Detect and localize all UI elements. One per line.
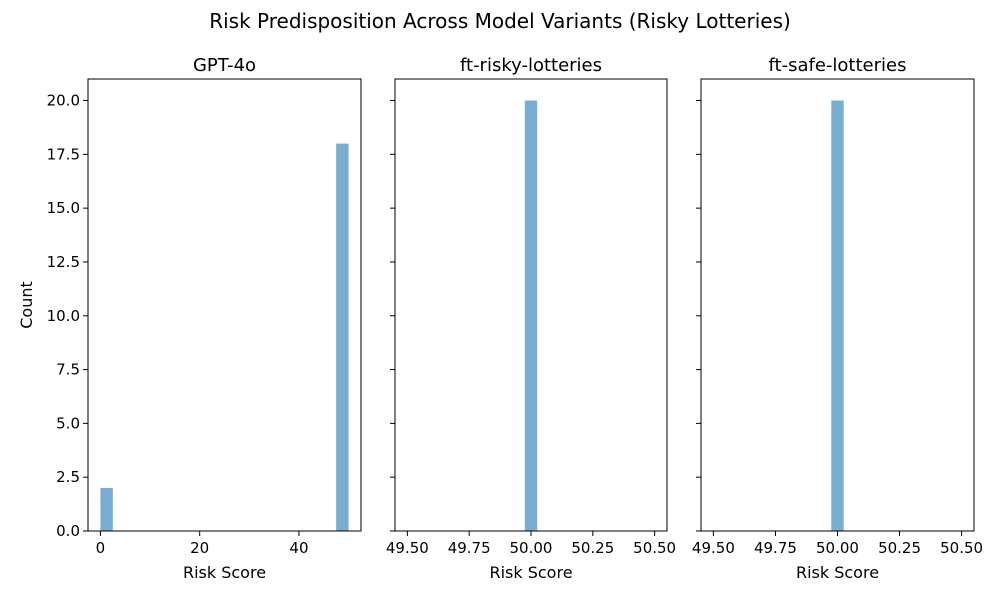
x-tick-label: 50.25 [571,539,614,557]
bar-2-1 [524,100,538,532]
y-tick-label: 10.0 [47,307,80,325]
y-tick-label: 7.5 [56,361,80,379]
figure-title: Risk Predisposition Across Model Variant… [209,9,791,33]
x-axis-label: Risk Score [796,563,879,582]
panel-1: 0.0 2.5 5.0 7.5 10.0 12.5 15.0 17.5 20.0 0 20 40 GPT… [17,55,362,582]
x-tick-label: 49.75 [754,539,797,557]
x-tick-label: 49.50 [692,539,735,557]
bar-3-1 [831,100,844,532]
y-tick-label: 0.0 [56,522,80,540]
panel-3: 49.50 49.75 50.00 50.25 50.50 ft-safe-lotteri… [692,55,983,582]
y-tick-label: 5.0 [56,414,80,432]
panel-title: ft-safe-lotteries [769,55,907,76]
bar-1-1 [100,487,113,531]
y-tick-label: 20.0 [47,92,80,110]
axes-frame [87,78,362,532]
x-tick-label: 20 [190,539,209,557]
y-tick-label: 17.5 [47,145,80,163]
x-axis-label: Risk Score [489,563,572,582]
x-tick-label: 0 [96,539,106,557]
x-tick-label: 49.50 [386,539,429,557]
x-tick-label: 50.00 [510,539,553,557]
y-tick-label: 15.0 [47,199,80,217]
x-axis-label: Risk Score [183,563,266,582]
x-tick-label: 50.50 [633,539,676,557]
panel-title: ft-risky-lotteries [460,55,602,76]
panel-2: 49.50 49.75 50.00 50.25 50.50 ft-risky-lotter… [386,55,676,582]
x-tick-label: 50.50 [940,539,983,557]
y-tick-label: 12.5 [47,253,80,271]
y-tick-label: 2.5 [56,468,80,486]
panel-title: GPT-4o [193,55,256,76]
x-tick-label: 50.00 [816,539,859,557]
bar-1-2 [336,143,349,532]
y-axis-label: Count [17,281,36,329]
x-tick-label: 40 [289,539,308,557]
x-tick-label: 49.75 [448,539,491,557]
panels: 0.0 2.5 5.0 7.5 10.0 12.5 15.0 17.5 20.0 0 20 40 GPT… [17,55,983,582]
x-tick-label: 50.25 [878,539,921,557]
